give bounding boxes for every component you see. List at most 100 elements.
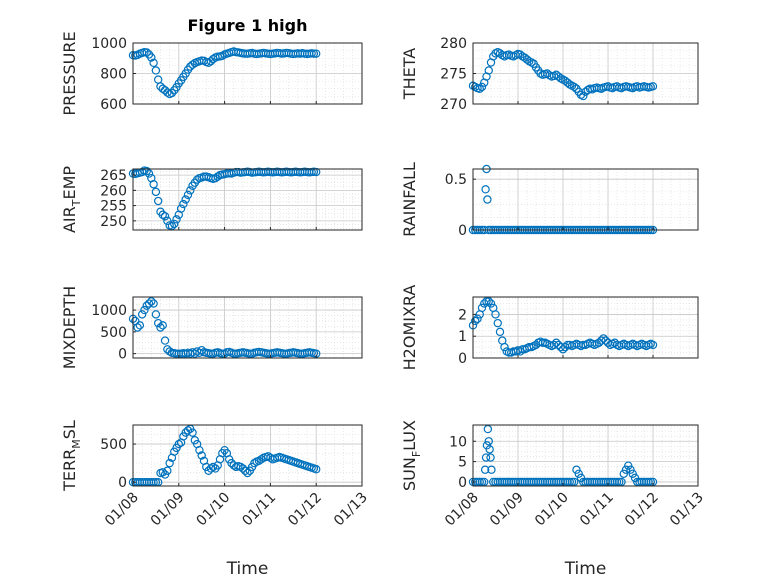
data-point bbox=[142, 48, 151, 57]
data-point bbox=[558, 345, 568, 354]
data-point bbox=[218, 51, 227, 61]
data-point bbox=[151, 66, 161, 75]
data-point bbox=[471, 316, 480, 326]
y-axis-label: THETA bbox=[400, 48, 419, 100]
data-point bbox=[473, 314, 482, 323]
y-tick-label: 1 bbox=[458, 329, 467, 345]
data-point bbox=[484, 297, 493, 306]
axes-background bbox=[473, 425, 698, 486]
data-point bbox=[491, 310, 500, 319]
y-tick-label: 0 bbox=[458, 223, 467, 239]
y-tick-label: 250 bbox=[100, 214, 127, 230]
data-point bbox=[147, 297, 156, 306]
y-tick-label: 500 bbox=[100, 437, 127, 453]
data-point bbox=[183, 190, 193, 200]
data-point bbox=[475, 84, 484, 93]
x-axis-label: Time bbox=[564, 559, 607, 579]
data-point bbox=[156, 323, 165, 332]
data-point bbox=[552, 338, 561, 347]
axes-box bbox=[472, 424, 699, 487]
data-point bbox=[572, 465, 581, 474]
subplot-6: 0 1 2 H2OMIXRA bbox=[400, 285, 699, 371]
data-point bbox=[477, 82, 487, 92]
y-tick-label: 600 bbox=[100, 97, 127, 113]
data-point bbox=[149, 58, 158, 68]
data-point bbox=[570, 82, 579, 92]
y-axis-label: MIXDEPTH bbox=[60, 286, 79, 369]
data-point bbox=[485, 445, 494, 454]
y-tick-label: 0 bbox=[458, 475, 467, 491]
data-point bbox=[149, 299, 158, 308]
data-point bbox=[153, 196, 163, 206]
data-point bbox=[241, 466, 250, 475]
data-point bbox=[599, 334, 608, 343]
data-point bbox=[160, 212, 170, 221]
data-point bbox=[487, 465, 496, 474]
data-point bbox=[192, 175, 202, 184]
data-point bbox=[179, 199, 188, 209]
data-point bbox=[151, 310, 161, 319]
axes-box bbox=[472, 296, 699, 359]
data-point bbox=[158, 468, 167, 477]
y-tick-label: 0.5 bbox=[445, 172, 467, 188]
data-point bbox=[484, 66, 493, 75]
data-point bbox=[167, 88, 177, 98]
data-point bbox=[142, 166, 151, 176]
y-tick-label: 0 bbox=[118, 475, 127, 491]
data-point bbox=[186, 186, 195, 195]
data-point bbox=[250, 458, 259, 468]
data-point bbox=[190, 349, 200, 358]
subplot-1: 600 800 1000 PRESSURE Figure 1 high bbox=[60, 16, 363, 116]
y-tick-label: 500 bbox=[100, 325, 127, 341]
data-point bbox=[257, 455, 266, 464]
chart-title: Figure 1 high bbox=[188, 16, 308, 35]
y-axis-label: H2OMIXRA bbox=[400, 285, 419, 371]
data-point bbox=[195, 445, 204, 455]
data-point bbox=[648, 340, 658, 350]
data-point bbox=[500, 342, 509, 352]
y-tick-label: 800 bbox=[100, 67, 127, 83]
data-point bbox=[181, 195, 190, 204]
axes-box bbox=[132, 168, 363, 231]
y-tick-label: 1000 bbox=[91, 303, 127, 319]
data-point bbox=[188, 60, 197, 69]
data-point bbox=[165, 458, 174, 468]
data-point bbox=[309, 49, 319, 58]
y-axis-label: RAINFALL bbox=[400, 162, 419, 237]
data-point bbox=[144, 169, 154, 178]
data-point bbox=[486, 299, 496, 308]
series-markers bbox=[128, 166, 321, 231]
y-tick-label: 10 bbox=[449, 434, 467, 450]
data-point bbox=[516, 347, 525, 356]
data-point bbox=[481, 185, 490, 194]
data-point bbox=[477, 303, 487, 313]
data-point bbox=[172, 215, 181, 224]
data-point bbox=[208, 462, 218, 472]
data-point bbox=[160, 336, 170, 345]
axes-box bbox=[472, 168, 699, 231]
data-point bbox=[481, 453, 491, 462]
axes-box bbox=[132, 424, 363, 487]
data-point bbox=[153, 318, 163, 328]
data-point bbox=[624, 461, 633, 470]
data-point bbox=[626, 465, 635, 474]
data-point bbox=[621, 465, 631, 474]
series-markers bbox=[128, 47, 321, 99]
data-point bbox=[158, 321, 167, 330]
subplot-5: 0 500 1000 MIXDEPTH bbox=[60, 286, 363, 369]
data-point bbox=[312, 49, 321, 58]
data-point bbox=[628, 469, 637, 478]
y-tick-label: 270 bbox=[440, 97, 467, 113]
subplot-4: 0 0.5 RAINFALL bbox=[400, 162, 699, 239]
data-point bbox=[151, 187, 161, 197]
y-axis-label: SUNFLUX bbox=[400, 420, 423, 491]
y-tick-label: 255 bbox=[100, 199, 127, 215]
data-point bbox=[163, 216, 172, 226]
data-point bbox=[158, 210, 167, 219]
data-point bbox=[601, 336, 610, 345]
data-point bbox=[574, 469, 583, 478]
data-point bbox=[174, 439, 183, 449]
series-markers bbox=[468, 297, 658, 357]
